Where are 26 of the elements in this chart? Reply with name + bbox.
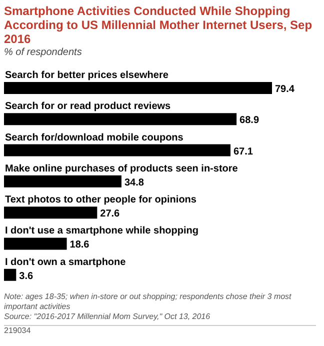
data-label: 18.6	[70, 240, 90, 251]
bar	[4, 206, 98, 219]
chart-subtitle: % of respondents	[4, 47, 83, 58]
bar	[4, 175, 122, 188]
y-tick-label: I don't use a smartphone while shopping	[5, 226, 199, 237]
data-label: 67.1	[233, 146, 254, 158]
text: 219034	[4, 326, 316, 335]
data-label: 27.6	[100, 208, 120, 220]
source-note: Source: "2016-2017 Millennial Mom Survey," Oct 13, 2016	[4, 312, 212, 322]
bar	[4, 238, 67, 250]
bar	[4, 268, 16, 281]
data-label: 79.4	[275, 84, 295, 95]
bar	[4, 82, 272, 94]
y-tick-label: Make online purchases of products seen in-store	[5, 163, 238, 174]
data-label: 68.9	[240, 115, 260, 126]
bar	[4, 113, 237, 126]
y-tick-label: Search for better prices elsewhere	[5, 70, 169, 81]
text: Note: ages 18-35; when in-store or out shopping; respondents chose their 3 most important activities	[4, 292, 292, 312]
chart-title: Smartphone Activities Conducted While Shopping According to US Millennial Mother Internet Users, Sep 2016	[4, 4, 314, 46]
y-tick-label: Search for or read product reviews	[5, 101, 172, 112]
y-tick-label: Text photos to other people for opinions	[5, 194, 197, 206]
data-label: 3.6	[19, 270, 34, 282]
y-tick-label: Search for/download mobile coupons	[5, 132, 184, 144]
y-tick-label: I don't own a smartphone	[5, 256, 126, 268]
data-label: 34.8	[124, 177, 144, 188]
bar	[4, 144, 230, 156]
